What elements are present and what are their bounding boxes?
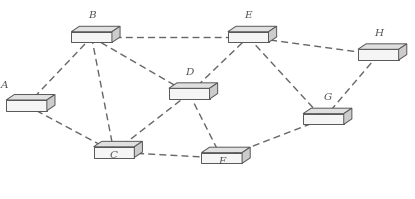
- Polygon shape: [169, 83, 218, 88]
- Text: D: D: [185, 68, 193, 77]
- Polygon shape: [6, 100, 47, 111]
- Polygon shape: [358, 44, 407, 49]
- Polygon shape: [303, 114, 344, 124]
- Polygon shape: [6, 95, 55, 100]
- Polygon shape: [71, 32, 112, 42]
- Polygon shape: [71, 26, 120, 32]
- Polygon shape: [94, 141, 142, 147]
- Text: C: C: [110, 151, 118, 160]
- Polygon shape: [228, 32, 269, 42]
- Text: B: B: [88, 11, 95, 20]
- Polygon shape: [210, 83, 218, 99]
- Text: G: G: [323, 93, 332, 102]
- Polygon shape: [169, 88, 210, 99]
- Polygon shape: [303, 108, 352, 114]
- Polygon shape: [228, 26, 277, 32]
- Polygon shape: [269, 26, 277, 42]
- Polygon shape: [344, 108, 352, 124]
- Polygon shape: [201, 147, 250, 153]
- Polygon shape: [399, 44, 407, 60]
- Text: F: F: [218, 157, 225, 166]
- Polygon shape: [201, 153, 242, 163]
- Polygon shape: [358, 49, 399, 60]
- Polygon shape: [134, 141, 142, 158]
- Polygon shape: [112, 26, 120, 42]
- Polygon shape: [47, 95, 55, 111]
- Text: A: A: [0, 81, 8, 90]
- Text: E: E: [244, 11, 252, 20]
- Text: H: H: [374, 29, 383, 38]
- Polygon shape: [94, 147, 134, 158]
- Polygon shape: [242, 147, 250, 163]
